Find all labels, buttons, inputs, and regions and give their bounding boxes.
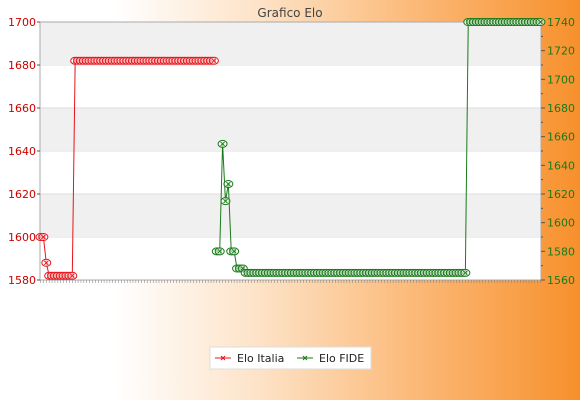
y-left-tick-label: 1620 (8, 188, 36, 201)
y-left-tick-label: 1580 (8, 274, 36, 287)
chart-title: Grafico Elo (257, 6, 322, 20)
y-right-tick-label: 1640 (547, 159, 575, 172)
y-right-tick-label: 1720 (547, 45, 575, 58)
y-right-tick-label: 1660 (547, 131, 575, 144)
y-right-tick-label: 1620 (547, 188, 575, 201)
legend-marker (302, 355, 308, 361)
y-left-tick-label: 1600 (8, 231, 36, 244)
y-left-tick-label: 1680 (8, 59, 36, 72)
y-right-tick-label: 1580 (547, 245, 575, 258)
y-right-tick-label: 1560 (547, 274, 575, 287)
legend-label: Elo Italia (237, 352, 284, 365)
series-elo-fide (211, 18, 546, 277)
y-left-tick-label: 1660 (8, 102, 36, 115)
grid-band (40, 194, 541, 237)
legend-box (209, 346, 372, 370)
legend-marker (220, 355, 226, 361)
y-left-tick-label: 1700 (8, 16, 36, 29)
data-point-cross (69, 273, 75, 279)
data-point-cross (220, 141, 225, 147)
data-point-cross (538, 19, 543, 25)
series-elo-italia (35, 56, 219, 280)
grid-band (40, 108, 541, 151)
data-point-cross (211, 58, 217, 64)
data-point-cross (231, 248, 237, 254)
y-right-tick-label: 1740 (547, 16, 575, 29)
data-point-cross (463, 270, 468, 276)
y-right-tick-label: 1600 (547, 217, 575, 230)
y-right-tick-label: 1680 (547, 102, 575, 115)
data-point-cross (226, 181, 231, 187)
legend-label: Elo FIDE (319, 352, 364, 365)
chart-legend: Elo Italia Elo FIDE (209, 346, 372, 370)
y-right-tick-label: 1700 (547, 73, 575, 86)
data-point-cross (223, 198, 228, 204)
data-point-cross (41, 234, 46, 240)
data-point-cross (217, 248, 223, 254)
y-left-tick-label: 1640 (8, 145, 36, 158)
data-point-cross (43, 260, 49, 266)
